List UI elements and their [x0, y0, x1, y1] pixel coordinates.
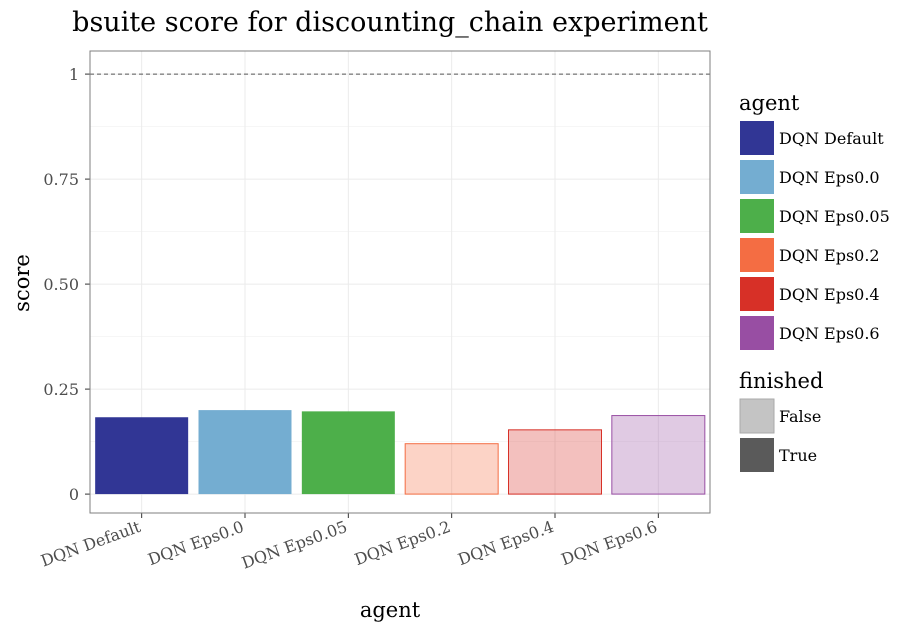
bar-dqn-eps0-0 [198, 410, 292, 495]
legend-agent-key [740, 316, 774, 350]
bar-dqn-eps0-05 [301, 411, 395, 495]
x-tick-label: DQN Eps0.4 [455, 517, 556, 569]
legend-agent-label: DQN Eps0.0 [779, 168, 880, 187]
legend-agent-label: DQN Default [779, 129, 884, 148]
bar-dqn-eps0-2 [404, 443, 499, 495]
x-tick-label: DQN Default [38, 517, 143, 571]
bars [90, 73, 710, 495]
y-axis-title: score [10, 254, 34, 312]
bar-dqn-default [95, 417, 189, 495]
legend-finished-title: finished [739, 369, 823, 393]
legend-finished-key [740, 438, 774, 472]
y-tick-label: 0.50 [43, 275, 79, 294]
plot-panel-border [89, 50, 711, 514]
legend-agent-label: DQN Eps0.2 [779, 246, 880, 265]
x-tick-label: DQN Eps0.2 [352, 517, 453, 569]
bar-dqn-eps0-6 [611, 415, 706, 495]
y-tick-label: 0.75 [43, 170, 79, 189]
x-tick-label: DQN Eps0.05 [239, 517, 350, 573]
legend-finished: finished False True [739, 369, 823, 472]
y-tick-label: 1 [69, 65, 79, 84]
legend-agent-label: DQN Eps0.4 [779, 285, 880, 304]
bar-dqn-eps0-4 [508, 429, 602, 495]
legend-agent-label: DQN Eps0.6 [779, 324, 880, 343]
x-tick-label: DQN Eps0.0 [145, 517, 246, 569]
legend-finished-label: False [779, 407, 821, 426]
y-tick-label: 0.25 [43, 380, 79, 399]
legend-agent-key [740, 160, 774, 194]
panel-grid [90, 51, 710, 513]
legend-agent-key [740, 121, 774, 155]
chart-title: bsuite score for discounting_chain exper… [72, 7, 708, 38]
legend-agent-key [740, 238, 774, 272]
legend-agent: agent DQN Default DQN Eps0.0 DQN Eps0.05 DQ… [739, 91, 890, 350]
y-tick-label: 0 [69, 485, 79, 504]
legend-agent-key [740, 199, 774, 233]
legend-finished-key [739, 398, 775, 434]
legend-finished-label: True [779, 446, 817, 465]
legend-agent-title: agent [739, 91, 800, 115]
legend-agent-label: DQN Eps0.05 [779, 207, 890, 226]
x-axis-title: agent [360, 598, 421, 622]
x-tick-label: DQN Eps0.6 [559, 517, 660, 569]
y-axis: 0 0.25 0.50 0.75 1 [43, 65, 90, 504]
legend-agent-key [740, 277, 774, 311]
